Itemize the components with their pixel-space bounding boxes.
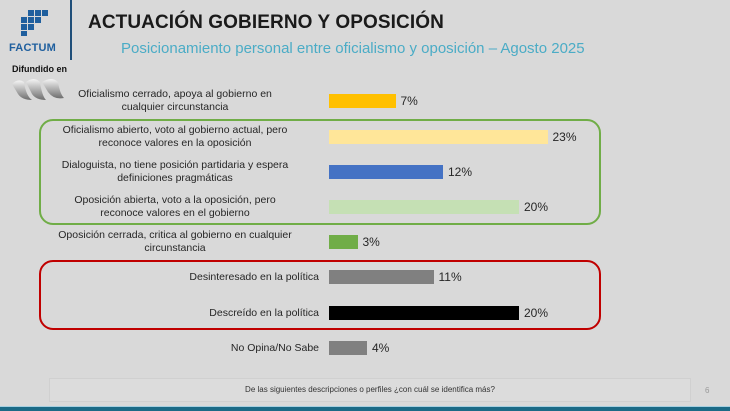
category-label: Desinteresado en la política [30, 271, 319, 284]
category-label: Oficialismo abierto, voto al gobierno ac… [30, 124, 320, 150]
category-label: Oposición cerrada, critica al gobierno e… [30, 229, 320, 255]
factum-logo-icon [21, 10, 48, 36]
bar [329, 165, 443, 179]
category-label-line: Descreído en la política [209, 306, 319, 319]
value-label: 20% [524, 306, 549, 320]
category-label-line: Desinteresado en la política [189, 270, 319, 283]
category-label-line: reconoce valores en el gobierno [100, 207, 250, 219]
value-label: 7% [400, 94, 418, 108]
category-label: Oficialismo cerrado, apoya al gobierno e… [30, 88, 320, 114]
question-text: De las siguientes descripciones o perfil… [245, 385, 495, 394]
bar [329, 270, 434, 284]
bar [329, 341, 367, 355]
category-label: Dialoguista, no tiene posición partidari… [30, 159, 320, 185]
bar [329, 306, 519, 320]
value-label: 3% [362, 235, 380, 249]
page-subtitle: Posicionamiento personal entre oficialis… [121, 40, 585, 57]
category-label-line: Oficialismo cerrado, apoya al gobierno e… [78, 88, 272, 100]
category-label-line: Oficialismo abierto, voto al gobierno ac… [62, 124, 288, 136]
media-logo-icon [12, 79, 64, 100]
page-title: ACTUACIÓN GOBIERNO Y OPOSICIÓN [88, 12, 444, 33]
difundido-label: Difundido en [12, 64, 67, 74]
category-label: Descreído en la política [30, 307, 319, 320]
bottom-strip-highlight [0, 406, 730, 407]
category-label-line: No Opina/No Sabe [230, 341, 319, 354]
value-label: 12% [448, 165, 473, 179]
red-group-box [39, 260, 601, 330]
header-divider [70, 0, 72, 60]
category-label-line: circunstancia [144, 242, 206, 254]
bottom-strip [0, 407, 730, 411]
category-label-line: Oposición cerrada, critica al gobierno e… [58, 229, 292, 241]
category-label-line: Oposición abierta, voto a la oposición, … [74, 194, 276, 206]
bar [329, 94, 396, 108]
bar [329, 235, 358, 249]
category-label: Oposición abierta, voto a la oposición, … [30, 194, 320, 220]
value-label: 23% [552, 130, 577, 144]
category-label-line: Dialoguista, no tiene posición partidari… [61, 159, 289, 171]
bar [329, 130, 548, 144]
factum-logo: FACTUM [0, 0, 72, 105]
page-number: 6 [705, 386, 710, 395]
green-group-box [39, 119, 601, 225]
category-label-line: cualquier circunstancia [121, 101, 229, 113]
category-label-line: definiciones pragmáticas [117, 172, 233, 184]
value-label: 4% [372, 341, 390, 355]
value-label: 20% [524, 200, 549, 214]
bar [329, 200, 519, 214]
question-footer: De las siguientes descripciones o perfil… [49, 378, 691, 402]
logo-text: FACTUM [9, 42, 57, 54]
value-label: 11% [438, 270, 462, 284]
category-label: No Opina/No Sabe [30, 342, 319, 355]
category-label-line: reconoce valores en la oposición [98, 137, 252, 149]
